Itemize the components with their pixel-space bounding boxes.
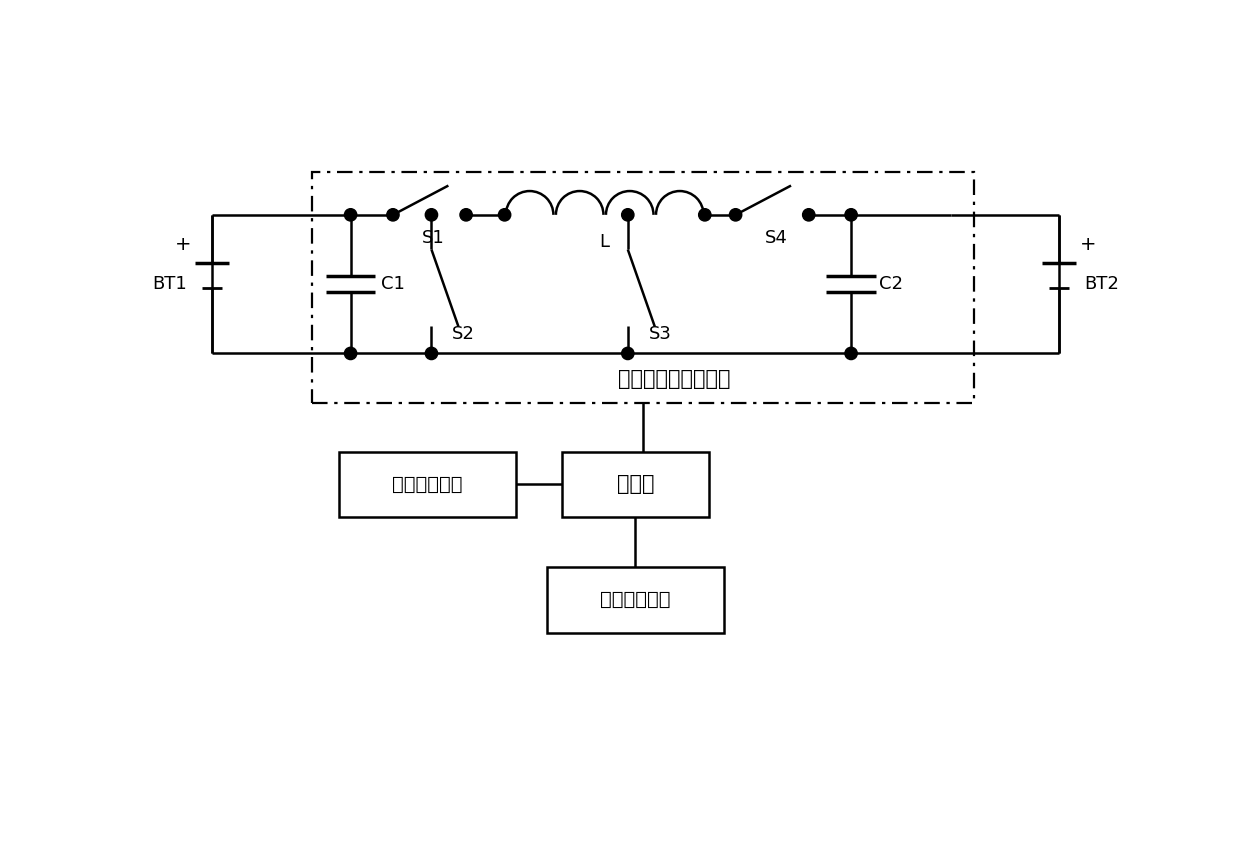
Text: 控制器: 控制器 xyxy=(616,474,655,495)
FancyBboxPatch shape xyxy=(547,567,724,633)
Text: +: + xyxy=(1080,235,1096,253)
Text: 电流采样电路: 电流采样电路 xyxy=(392,475,463,494)
Circle shape xyxy=(425,347,438,360)
Text: C1: C1 xyxy=(381,275,405,293)
Text: S2: S2 xyxy=(453,325,475,343)
Circle shape xyxy=(698,208,711,221)
Text: C2: C2 xyxy=(879,275,903,293)
Text: S3: S3 xyxy=(649,325,672,343)
Circle shape xyxy=(844,347,857,360)
Text: BT2: BT2 xyxy=(1084,275,1118,293)
Circle shape xyxy=(387,208,399,221)
FancyBboxPatch shape xyxy=(339,451,516,517)
Text: +: + xyxy=(175,235,191,253)
Circle shape xyxy=(345,347,357,360)
Circle shape xyxy=(802,208,815,221)
Circle shape xyxy=(498,208,511,221)
Text: S4: S4 xyxy=(765,229,787,247)
Circle shape xyxy=(425,208,438,221)
Text: 双向升降压开关电路: 双向升降压开关电路 xyxy=(618,368,730,389)
Circle shape xyxy=(345,208,357,221)
Circle shape xyxy=(844,208,857,221)
FancyBboxPatch shape xyxy=(563,451,708,517)
Text: S1: S1 xyxy=(422,229,445,247)
Text: BT1: BT1 xyxy=(153,275,187,293)
Circle shape xyxy=(729,208,742,221)
Circle shape xyxy=(621,208,634,221)
Circle shape xyxy=(460,208,472,221)
Circle shape xyxy=(621,347,634,360)
Text: 电压采样电路: 电压采样电路 xyxy=(600,590,671,609)
Text: L: L xyxy=(600,233,610,251)
